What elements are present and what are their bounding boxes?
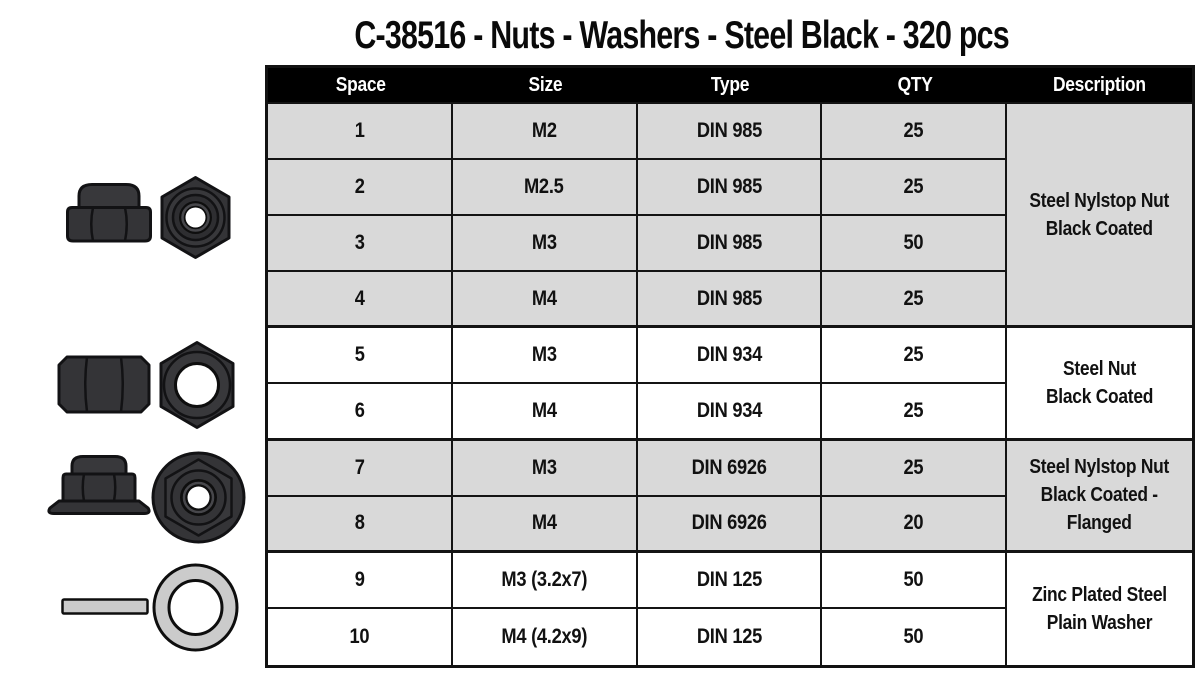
col-header-size: Size	[452, 68, 638, 104]
table-row-3-type: DIN 985	[637, 216, 823, 273]
table-row-8-qty: 20	[822, 496, 1008, 553]
table-row-4-type: DIN 985	[637, 272, 823, 329]
table-row-8-type: DIN 6926	[637, 496, 823, 553]
table-row-10-size: M4 (4.2x9)	[452, 608, 638, 665]
table-row-4-space: 4	[268, 272, 453, 329]
col-header-type: Type	[637, 68, 823, 104]
table-row-8-space: 8	[268, 496, 453, 553]
description-group-4: Zinc Plated Steel Plain Washer	[1007, 552, 1192, 665]
table-row-3-size: M3	[452, 216, 638, 273]
steel-nut-side-icon	[56, 354, 152, 415]
table-row-5-space: 5	[268, 328, 453, 385]
table-row-9-space: 9	[268, 552, 453, 609]
table-row-2-size: M2.5	[452, 160, 638, 217]
steel-nylstop-nut-side-icon	[65, 180, 153, 246]
table-row-10-qty: 50	[822, 608, 1008, 665]
table-row-4-qty: 25	[822, 272, 1008, 329]
col-header-description: Description	[1007, 68, 1192, 104]
table-row-1-type: DIN 985	[637, 104, 823, 161]
table-row-10-space: 10	[268, 608, 453, 665]
parts-table: Space Size Type QTY Description Steel Ny…	[265, 65, 1195, 668]
table-row-2-qty: 25	[822, 160, 1008, 217]
steel-nut-top-icon	[157, 340, 237, 430]
table-row-3-space: 3	[268, 216, 453, 273]
col-header-qty: QTY	[822, 68, 1008, 104]
table-row-5-type: DIN 934	[637, 328, 823, 385]
page-title: C-38516 - Nuts - Washers - Steel Black -…	[354, 14, 1009, 57]
table-row-6-type: DIN 934	[637, 384, 823, 441]
table-row-3-qty: 50	[822, 216, 1008, 273]
table-row-8-size: M4	[452, 496, 638, 553]
table-row-1-size: M2	[452, 104, 638, 161]
table-row-2-space: 2	[268, 160, 453, 217]
table-row-7-space: 7	[268, 440, 453, 497]
steel-nylstop-nut-top-icon	[158, 175, 233, 260]
zinc-washer-side-icon	[61, 598, 149, 615]
table-row-6-size: M4	[452, 384, 638, 441]
table-row-9-type: DIN 125	[637, 552, 823, 609]
table-row-4-size: M4	[452, 272, 638, 329]
table-row-9-qty: 50	[822, 552, 1008, 609]
table-row-5-qty: 25	[822, 328, 1008, 385]
table-row-1-space: 1	[268, 104, 453, 161]
description-group-3: Steel Nylstop Nut Black Coated - Flanged	[1007, 440, 1192, 553]
zinc-washer-top-icon	[152, 563, 239, 652]
table-row-1-qty: 25	[822, 104, 1008, 161]
table-row-10-type: DIN 125	[637, 608, 823, 665]
steel-nylstop-nut-flanged-side-icon	[45, 452, 153, 522]
table-row-9-size: M3 (3.2x7)	[452, 552, 638, 609]
table-row-5-size: M3	[452, 328, 638, 385]
col-header-space: Space	[268, 68, 453, 104]
description-group-1: Steel Nylstop Nut Black Coated	[1007, 104, 1192, 329]
steel-nylstop-nut-flanged-top-icon	[150, 450, 247, 545]
table-row-6-space: 6	[268, 384, 453, 441]
table-row-7-qty: 25	[822, 440, 1008, 497]
table-row-7-size: M3	[452, 440, 638, 497]
table-row-6-qty: 25	[822, 384, 1008, 441]
table-row-2-type: DIN 985	[637, 160, 823, 217]
description-group-2: Steel Nut Black Coated	[1007, 328, 1192, 441]
table-row-7-type: DIN 6926	[637, 440, 823, 497]
